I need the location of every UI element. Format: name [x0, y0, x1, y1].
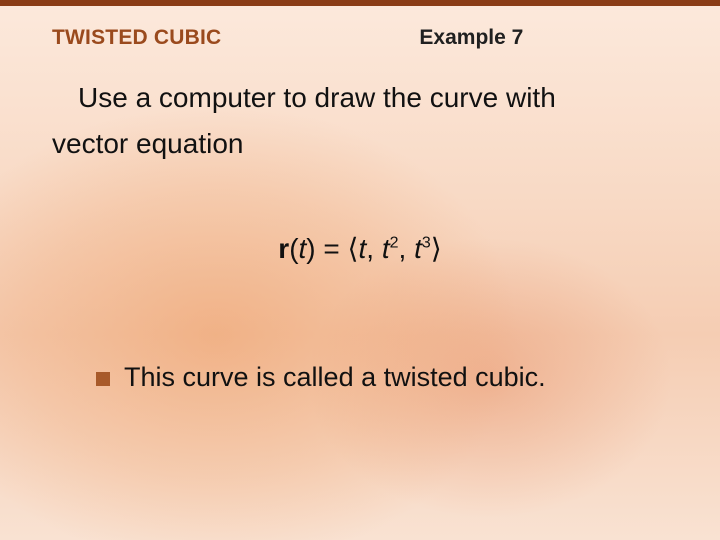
- body-line-1: Use a computer to draw the curve with: [52, 76, 680, 119]
- equation-r: r: [278, 233, 289, 264]
- equation-comp2-exp: 2: [390, 235, 399, 252]
- equation-comp3-exp: 3: [422, 235, 431, 252]
- bullet-item: This curve is called a twisted cubic.: [96, 362, 680, 393]
- example-label: Example 7: [419, 26, 523, 50]
- body-line-2: vector equation: [52, 122, 680, 165]
- equation-equals: =: [316, 233, 348, 264]
- equation-close-paren: ): [306, 233, 315, 264]
- square-bullet-icon: [96, 372, 110, 386]
- equation-rangle: ⟩: [431, 233, 442, 264]
- vector-equation: r(t) = ⟨t, t2, t3⟩: [0, 232, 720, 265]
- equation-comp3-base: t: [414, 233, 422, 264]
- equation-langle: ⟨: [348, 233, 359, 264]
- equation-sep2: ,: [399, 233, 415, 264]
- header-row: TWISTED CUBIC Example 7: [52, 26, 668, 50]
- equation-open-paren: (: [289, 233, 298, 264]
- equation-comp2-base: t: [382, 233, 390, 264]
- section-title: TWISTED CUBIC: [52, 26, 221, 50]
- accent-topbar: [0, 0, 720, 6]
- bullet-text: This curve is called a twisted cubic.: [124, 362, 546, 393]
- equation-sep1: ,: [366, 233, 382, 264]
